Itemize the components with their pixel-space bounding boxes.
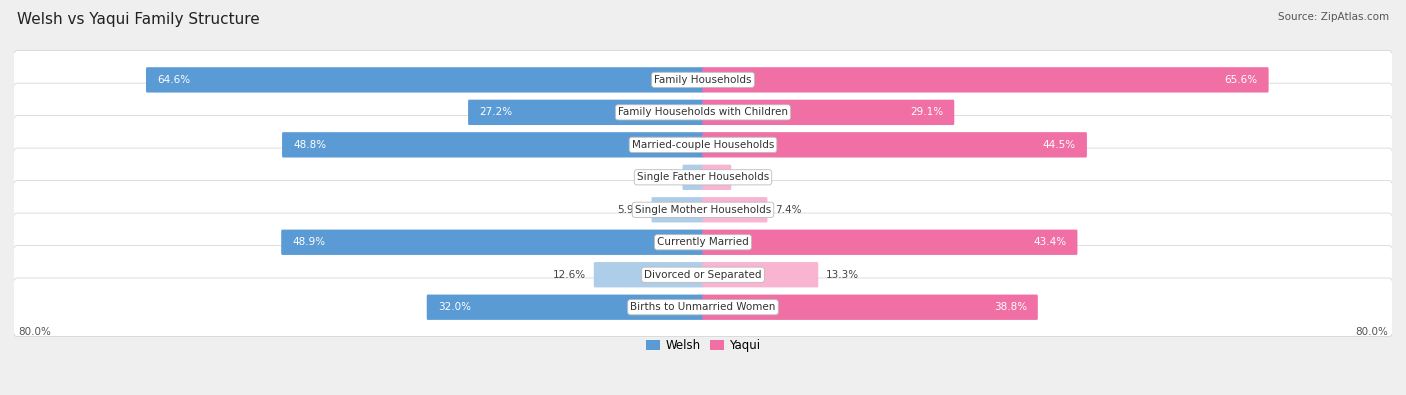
Text: 48.9%: 48.9% [292, 237, 325, 247]
FancyBboxPatch shape [703, 229, 1077, 255]
Text: 29.1%: 29.1% [910, 107, 943, 117]
Text: Currently Married: Currently Married [657, 237, 749, 247]
Text: Family Households: Family Households [654, 75, 752, 85]
Text: 27.2%: 27.2% [479, 107, 512, 117]
Text: 3.2%: 3.2% [740, 172, 766, 182]
Text: 7.4%: 7.4% [775, 205, 801, 215]
Text: Family Households with Children: Family Households with Children [619, 107, 787, 117]
Text: 48.8%: 48.8% [292, 140, 326, 150]
FancyBboxPatch shape [13, 213, 1393, 271]
FancyBboxPatch shape [651, 197, 703, 222]
Text: 80.0%: 80.0% [18, 327, 51, 337]
FancyBboxPatch shape [703, 100, 955, 125]
Text: 44.5%: 44.5% [1043, 140, 1076, 150]
Text: 64.6%: 64.6% [157, 75, 190, 85]
FancyBboxPatch shape [703, 295, 1038, 320]
Text: Divorced or Separated: Divorced or Separated [644, 270, 762, 280]
Text: 12.6%: 12.6% [553, 270, 586, 280]
Text: 13.3%: 13.3% [827, 270, 859, 280]
Text: Single Father Households: Single Father Households [637, 172, 769, 182]
Text: Married-couple Households: Married-couple Households [631, 140, 775, 150]
Text: Welsh vs Yaqui Family Structure: Welsh vs Yaqui Family Structure [17, 12, 260, 27]
Text: 32.0%: 32.0% [437, 302, 471, 312]
FancyBboxPatch shape [13, 278, 1393, 337]
FancyBboxPatch shape [593, 262, 703, 288]
Text: 2.3%: 2.3% [648, 172, 675, 182]
Text: Source: ZipAtlas.com: Source: ZipAtlas.com [1278, 12, 1389, 22]
FancyBboxPatch shape [703, 132, 1087, 158]
FancyBboxPatch shape [703, 262, 818, 288]
FancyBboxPatch shape [146, 67, 703, 92]
FancyBboxPatch shape [703, 165, 731, 190]
Text: 80.0%: 80.0% [1355, 327, 1388, 337]
FancyBboxPatch shape [703, 197, 768, 222]
FancyBboxPatch shape [682, 165, 703, 190]
FancyBboxPatch shape [703, 67, 1268, 92]
FancyBboxPatch shape [13, 83, 1393, 141]
FancyBboxPatch shape [13, 148, 1393, 207]
FancyBboxPatch shape [13, 51, 1393, 109]
FancyBboxPatch shape [13, 181, 1393, 239]
FancyBboxPatch shape [13, 246, 1393, 304]
FancyBboxPatch shape [468, 100, 703, 125]
Text: 43.4%: 43.4% [1033, 237, 1066, 247]
FancyBboxPatch shape [283, 132, 703, 158]
FancyBboxPatch shape [427, 295, 703, 320]
Text: Births to Unmarried Women: Births to Unmarried Women [630, 302, 776, 312]
Text: 65.6%: 65.6% [1225, 75, 1257, 85]
Text: Single Mother Households: Single Mother Households [636, 205, 770, 215]
Text: 5.9%: 5.9% [617, 205, 644, 215]
FancyBboxPatch shape [13, 116, 1393, 174]
Legend: Welsh, Yaqui: Welsh, Yaqui [641, 335, 765, 357]
Text: 38.8%: 38.8% [994, 302, 1026, 312]
FancyBboxPatch shape [281, 229, 703, 255]
